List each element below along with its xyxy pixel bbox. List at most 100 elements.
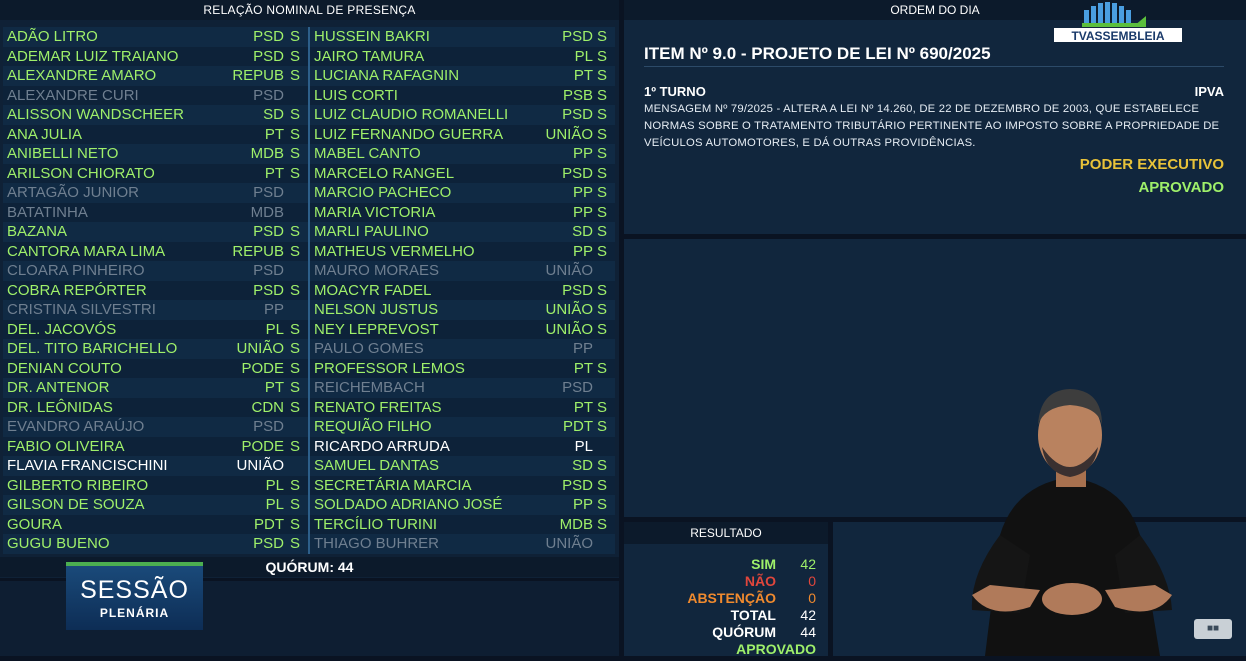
deputy-vote: S xyxy=(289,320,300,338)
deputy-row: SAMUEL DANTAS SD S xyxy=(310,456,615,476)
result-row: SIM 42 xyxy=(624,556,828,573)
deputy-vote: S xyxy=(596,242,607,260)
deputy-vote: S xyxy=(596,106,607,123)
deputy-row: SOLDADO ADRIANO JOSÉ PP S xyxy=(310,495,615,515)
deputy-row: ALEXANDRE CURI PSD xyxy=(3,85,308,105)
deputy-party: UNIÃO xyxy=(545,320,593,338)
deputy-name: MARIA VICTORIA xyxy=(314,203,436,221)
deputy-name: NELSON JUSTUS xyxy=(314,301,439,318)
deputy-name: MARLI PAULINO xyxy=(314,223,429,240)
deputy-party: SD xyxy=(263,106,284,123)
deputy-vote: S xyxy=(289,164,300,182)
result-label: NÃO xyxy=(744,573,776,589)
deputy-vote: S xyxy=(596,457,607,474)
deputy-vote: S xyxy=(289,496,300,513)
deputy-name: ADEMAR LUIZ TRAIANO xyxy=(7,47,179,65)
result-title: RESULTADO xyxy=(624,522,828,544)
deputy-name: SOLDADO ADRIANO JOSÉ xyxy=(314,496,503,513)
deputy-row: BATATINHA MDB xyxy=(3,202,308,222)
deputy-vote: S xyxy=(289,106,300,123)
deputy-row: ADÃO LITRO PSD S xyxy=(3,27,308,47)
deputy-vote: S xyxy=(596,67,607,84)
deputy-vote: S xyxy=(596,515,607,533)
deputy-party: PP xyxy=(572,203,593,221)
author-label: PODER EXECUTIVO xyxy=(1079,156,1224,173)
deputy-name: MOACYR FADEL xyxy=(314,281,432,299)
presence-column-right: HUSSEIN BAKRI PSD S JAIRO TAMURA PL S LUCIANA … xyxy=(308,27,615,554)
deputy-vote: S xyxy=(596,86,607,104)
deputy-row: MARCIO PACHECO PP S xyxy=(310,183,615,203)
deputy-vote: S xyxy=(289,281,300,299)
deputy-vote: S xyxy=(596,28,607,45)
deputy-party: UNIÃO xyxy=(545,301,593,318)
deputy-party: CDN xyxy=(251,398,285,416)
tv-assembleia-logo: TVASSEMBLEIA xyxy=(1054,0,1182,44)
deputy-row: ANIBELLI NETO MDB S xyxy=(3,144,308,164)
deputy-party: UNIÃO xyxy=(545,535,593,552)
deputy-party: PODE xyxy=(241,359,284,377)
deputy-name: ARTAGÃO JUNIOR xyxy=(7,184,139,201)
deputy-vote: S xyxy=(289,67,300,84)
deputy-row: BAZANA PSD S xyxy=(3,222,308,242)
result-value: 0 xyxy=(808,573,816,589)
result-label: TOTAL xyxy=(730,607,776,623)
deputy-name: GOURA xyxy=(7,515,63,533)
deputy-name: ALEXANDRE AMARO xyxy=(7,67,157,84)
deputy-row: LUCIANA RAFAGNIN PT S xyxy=(310,66,615,86)
presence-column-left: ADÃO LITRO PSD S ADEMAR LUIZ TRAIANO PSD S ALE… xyxy=(3,27,308,554)
deputy-name: REQUIÃO FILHO xyxy=(314,418,432,435)
deputy-name: PAULO GOMES xyxy=(314,340,424,357)
deputy-party: MDB xyxy=(559,515,593,533)
presence-panel: RELAÇÃO NOMINAL DE PRESENÇA ADÃO LITRO PS… xyxy=(0,0,619,578)
deputy-party: REPUB xyxy=(232,67,284,84)
deputy-row: GOURA PDT S xyxy=(3,514,308,534)
deputy-party: UNIÃO xyxy=(236,340,284,357)
deputy-name: MABEL CANTO xyxy=(314,145,421,162)
deputy-row: PAULO GOMES PP xyxy=(310,339,615,359)
deputy-name: MARCELO RANGEL xyxy=(314,164,455,182)
deputy-party: UNIÃO xyxy=(236,457,284,474)
result-label: ABSTENÇÃO xyxy=(687,590,776,606)
deputy-party: PSD xyxy=(562,164,593,182)
deputy-party: PT xyxy=(573,398,593,416)
deputy-vote: S xyxy=(289,145,300,162)
deputy-party: SD xyxy=(572,223,593,240)
deputy-row: REQUIÃO FILHO PDT S xyxy=(310,417,615,437)
deputy-row: RICARDO ARRUDA PL xyxy=(310,436,615,456)
deputy-name: ALEXANDRE CURI xyxy=(7,86,139,104)
deputy-party: PSD xyxy=(253,223,284,240)
deputy-name: CRISTINA SILVESTRI xyxy=(7,301,156,318)
deputy-name: COBRA REPÓRTER xyxy=(7,281,147,299)
tv-logo-text: TVASSEMBLEIA xyxy=(1071,29,1164,43)
deputy-row: CANTORA MARA LIMA REPUB S xyxy=(3,241,308,261)
deputy-party: PSD xyxy=(562,476,593,494)
deputy-party: PT xyxy=(573,67,593,84)
deputy-row: ANA JULIA PT S xyxy=(3,124,308,144)
deputy-row: GILSON DE SOUZA PL S xyxy=(3,495,308,515)
result-value: 44 xyxy=(800,624,816,640)
logo-line2: PLENÁRIA xyxy=(99,606,170,620)
deputy-row: ARTAGÃO JUNIOR PSD xyxy=(3,183,308,203)
deputy-vote: S xyxy=(596,164,607,182)
deputy-party: PSB xyxy=(562,86,593,104)
deputy-row: MARIA VICTORIA PP S xyxy=(310,202,615,222)
deputy-row: NEY LEPREVOST UNIÃO S xyxy=(310,319,615,339)
deputy-vote: S xyxy=(596,359,607,377)
deputy-party: UNIÃO xyxy=(545,262,593,279)
deputy-name: LUIS CORTI xyxy=(314,86,398,104)
result-value: 0 xyxy=(808,590,816,606)
empty-panel xyxy=(624,239,1246,517)
deputy-name: CLOARA PINHEIRO xyxy=(7,262,145,279)
turno-label: 1º TURNO xyxy=(644,84,706,99)
deputy-name: THIAGO BUHRER xyxy=(314,535,440,552)
deputy-party: PL xyxy=(574,47,593,65)
deputy-name: ALISSON WANDSCHEER xyxy=(7,106,184,123)
deputy-name: CANTORA MARA LIMA xyxy=(7,242,166,260)
deputy-vote: S xyxy=(596,47,607,65)
deputy-name: DENIAN COUTO xyxy=(7,359,122,377)
deputy-name: DEL. TITO BARICHELLO xyxy=(7,340,178,357)
deputy-row: LUIZ FERNANDO GUERRA UNIÃO S xyxy=(310,124,615,144)
presence-title: RELAÇÃO NOMINAL DE PRESENÇA xyxy=(0,0,619,20)
deputy-vote: S xyxy=(289,379,300,396)
deputy-vote: S xyxy=(289,515,300,533)
